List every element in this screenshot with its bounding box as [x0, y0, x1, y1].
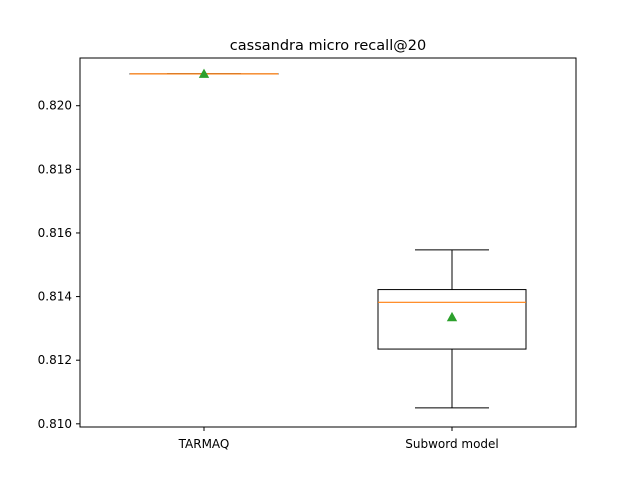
y-tick-label: 0.816: [38, 226, 72, 240]
x-tick-label: Subword model: [405, 437, 499, 451]
box-group: [129, 68, 279, 78]
axes: 0.810 0.812 0.814 0.816 0.818 0.820 TARMAQ Subw…: [38, 57, 577, 451]
box-group: [377, 249, 527, 409]
y-tick-label: 0.814: [38, 290, 72, 304]
box-iqr: [377, 289, 527, 350]
y-tick-label: 0.818: [38, 162, 72, 176]
chart-title: cassandra micro recall@20: [230, 38, 426, 54]
mean-marker: [446, 311, 458, 322]
y-tick-label: 0.812: [38, 353, 72, 367]
x-tick-label: TARMAQ: [178, 437, 230, 451]
plot-frame: [79, 57, 577, 428]
y-tick-label: 0.820: [38, 99, 72, 113]
mean-marker: [198, 68, 210, 78]
plot-area: [129, 68, 527, 409]
y-tick-label: 0.810: [38, 417, 72, 431]
